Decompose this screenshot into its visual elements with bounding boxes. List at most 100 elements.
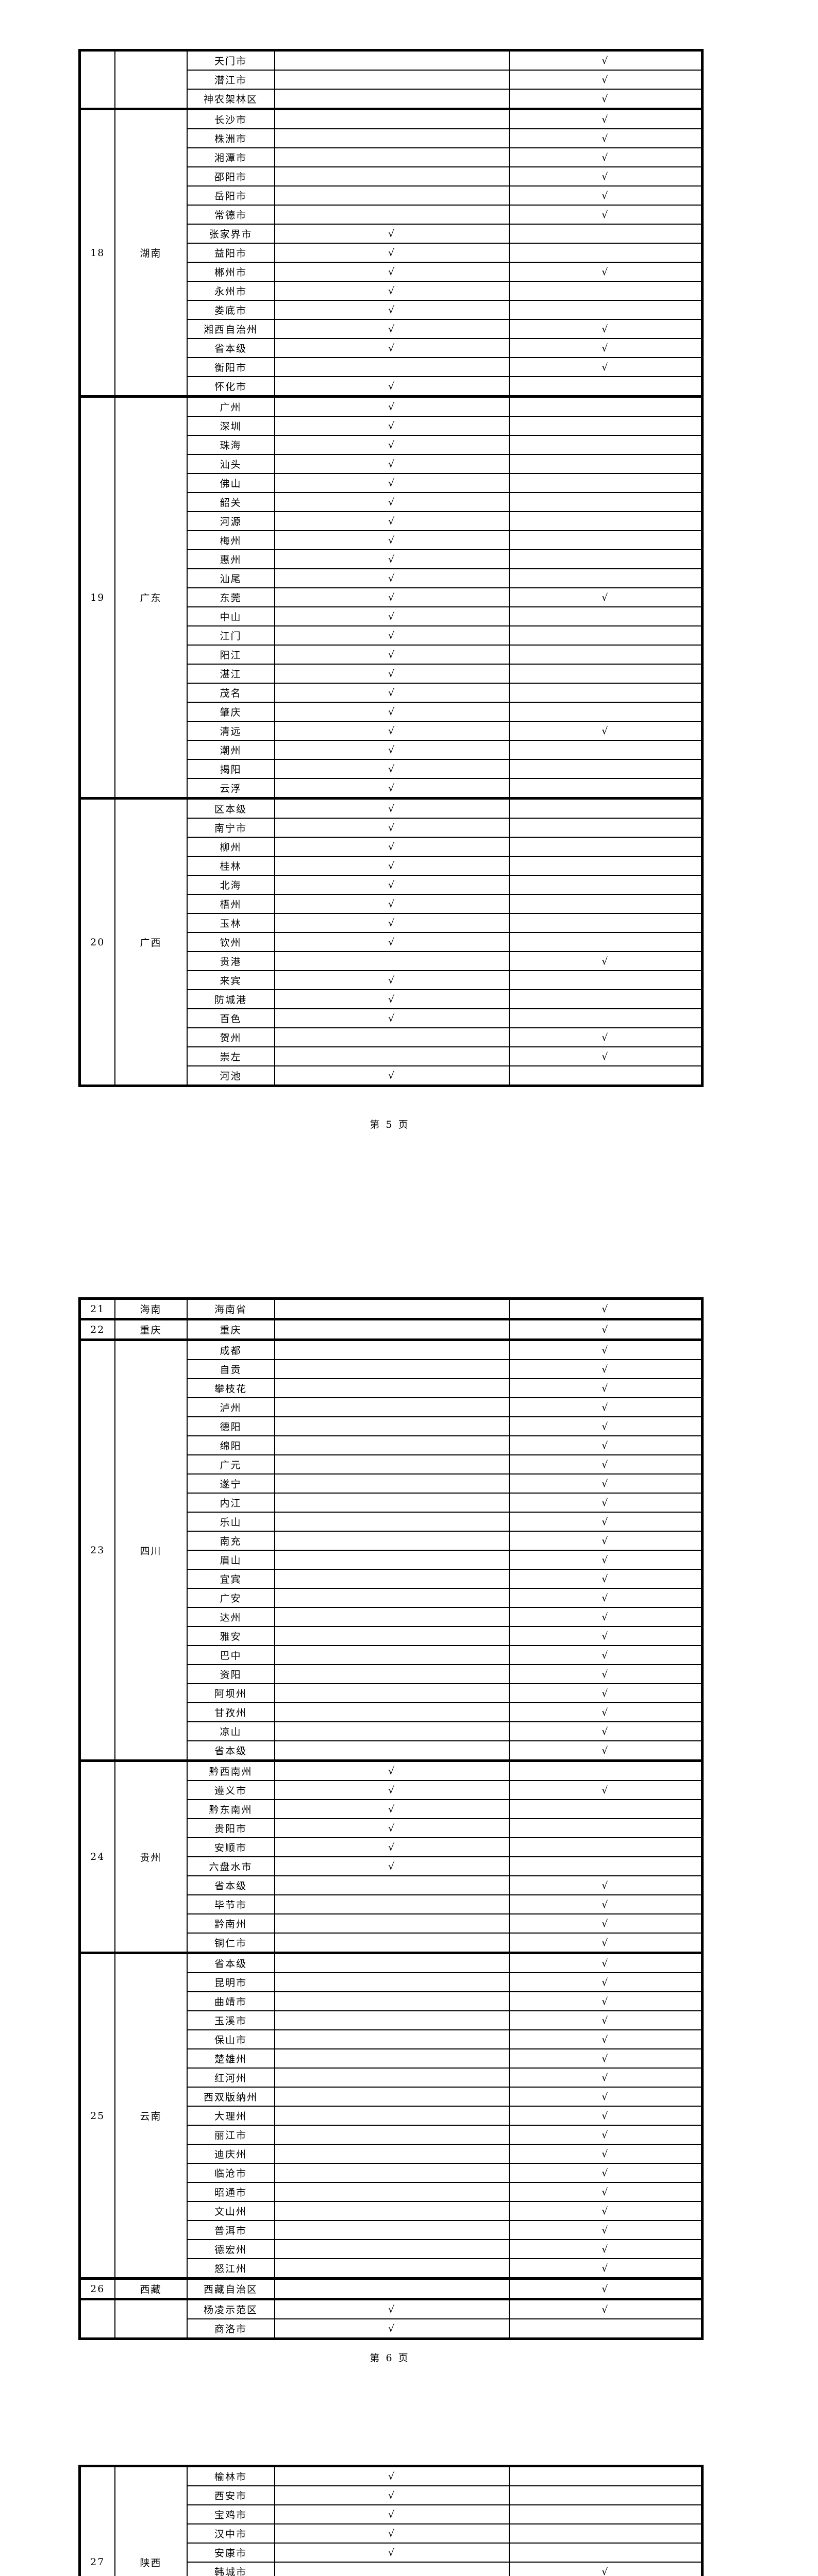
region-cell: 黔东南州 — [186, 1799, 275, 1819]
table-row: 26 西藏 西藏自治区 √ — [79, 2277, 703, 2300]
check-col1-cell — [274, 1046, 510, 1066]
check-col2-cell: √ — [508, 2048, 703, 2069]
check-col2-cell: √ — [508, 1318, 703, 1341]
region-cell: 阿坝州 — [186, 1683, 275, 1703]
check-col2-cell — [508, 473, 703, 493]
check-col1-cell — [274, 2239, 510, 2259]
table-row: 泸州 √ — [80, 1397, 703, 1417]
region-table-page-7: 27陕西榆林市√西安市√宝鸡市√汉中市√安康市√韩城市√延安市√渭南市√咸阳市√… — [78, 2465, 704, 2576]
province-cell: 广东 — [114, 395, 188, 799]
table-row: 常德市 √ — [80, 205, 703, 225]
check-col2-cell — [508, 435, 703, 455]
check-col1-cell: √ — [274, 894, 510, 914]
region-cell: 泸州 — [186, 1397, 275, 1417]
check-col2-cell — [508, 1799, 703, 1819]
check-col1-cell: √ — [274, 875, 510, 895]
check-col1-cell: √ — [274, 778, 510, 799]
table-row: 乐山 √ — [80, 1512, 703, 1532]
check-col2-cell: √ — [508, 587, 703, 607]
check-col1-cell — [274, 1645, 510, 1665]
table-row: 安顺市 √ — [80, 1837, 703, 1857]
region-cell: 遂宁 — [186, 1473, 275, 1494]
check-col1-cell: √ — [274, 435, 510, 455]
table-row: 西双版纳州 √ — [80, 2087, 703, 2107]
check-col1-cell — [274, 951, 510, 971]
table-row: 甘孜州 √ — [80, 1702, 703, 1722]
table-row: 茂名 √ — [80, 683, 703, 703]
check-col1-cell — [274, 2087, 510, 2107]
table-row: 郴州市 √ √ — [80, 262, 703, 282]
table-row: 湛江 √ — [80, 664, 703, 684]
check-col2-cell: √ — [508, 1875, 703, 1895]
table-row: 临沧市 √ — [80, 2163, 703, 2183]
region-cell: 柳州 — [186, 837, 275, 857]
table-row: 19 广东 广州 √ — [79, 395, 703, 799]
check-col1-cell — [274, 1359, 510, 1379]
check-col1-cell: √ — [274, 319, 510, 339]
check-col1-cell — [274, 1435, 510, 1455]
table-row: 河池 √ — [80, 1065, 703, 1087]
check-col2-cell: √ — [508, 1702, 703, 1722]
table-row: 南宁市 √ — [80, 818, 703, 838]
check-col1-cell — [274, 108, 510, 129]
check-col2-cell — [508, 625, 703, 646]
region-cell: 潜江市 — [186, 70, 275, 90]
region-cell: 绵阳 — [186, 1435, 275, 1455]
check-col1-cell — [274, 1894, 510, 1914]
table-row: 铜仁市 √ — [80, 1933, 703, 1954]
table-row: 资阳 √ — [80, 1664, 703, 1684]
region-cell: 茂名 — [186, 683, 275, 703]
region-cell: 郴州市 — [186, 262, 275, 282]
check-col2-cell: √ — [508, 205, 703, 225]
region-cell: 桂林 — [186, 856, 275, 876]
table-row: 汕尾 √ — [80, 568, 703, 588]
region-cell: 中山 — [186, 606, 275, 626]
check-col1-cell — [274, 1991, 510, 2011]
region-cell: 贵阳市 — [186, 1818, 275, 1838]
check-col2-cell — [508, 2465, 703, 2486]
region-cell: 德阳 — [186, 1416, 275, 1436]
check-col1-cell: √ — [274, 606, 510, 626]
check-col1-cell — [274, 1721, 510, 1741]
region-cell: 内江 — [186, 1493, 275, 1513]
check-col1-cell: √ — [274, 932, 510, 952]
check-col1-cell — [274, 1338, 510, 1360]
seq-cell — [79, 49, 115, 110]
check-col1-cell — [274, 1972, 510, 1992]
check-col2-cell: √ — [508, 108, 703, 129]
province-cell: 重庆 — [114, 1318, 188, 1341]
region-cell: 梧州 — [186, 894, 275, 914]
check-col1-cell: √ — [274, 300, 510, 320]
region-cell: 昆明市 — [186, 1972, 275, 1992]
region-cell: 常德市 — [186, 205, 275, 225]
region-cell: 北海 — [186, 875, 275, 895]
check-col2-cell — [508, 1837, 703, 1857]
table-row: 攀枝花 √ — [80, 1378, 703, 1398]
region-cell: 株洲市 — [186, 128, 275, 148]
seq-cell: 27 — [79, 2465, 115, 2576]
table-row: 珠海 √ — [80, 435, 703, 455]
check-col2-cell: √ — [508, 338, 703, 358]
table-row: 北海 √ — [80, 875, 703, 895]
table-row: 南充 √ — [80, 1531, 703, 1551]
check-col1-cell — [274, 1626, 510, 1646]
check-col1-cell — [274, 2125, 510, 2145]
check-col2-cell: √ — [508, 1027, 703, 1047]
table-row: 柳州 √ — [80, 837, 703, 857]
check-col1-cell — [274, 166, 510, 187]
check-col1-cell — [274, 2258, 510, 2279]
table-row: 22 重庆 重庆 √ — [79, 1318, 703, 1341]
region-cell: 西藏自治区 — [186, 2277, 275, 2300]
check-col1-cell: √ — [274, 664, 510, 684]
region-cell: 楚雄州 — [186, 2048, 275, 2069]
table-row: 益阳市 √ — [80, 243, 703, 263]
province-cell: 西藏 — [114, 2277, 188, 2300]
table-row: 24 贵州 黔西南州 √ — [79, 1759, 703, 1954]
check-col1-cell: √ — [274, 395, 510, 417]
check-col1-cell — [274, 185, 510, 206]
check-col1-cell — [274, 2163, 510, 2183]
region-cell: 贵港 — [186, 951, 275, 971]
seq-cell: 18 — [79, 108, 115, 397]
region-cell: 湘潭市 — [186, 147, 275, 167]
table-row: 韩城市 √ — [80, 2562, 703, 2576]
